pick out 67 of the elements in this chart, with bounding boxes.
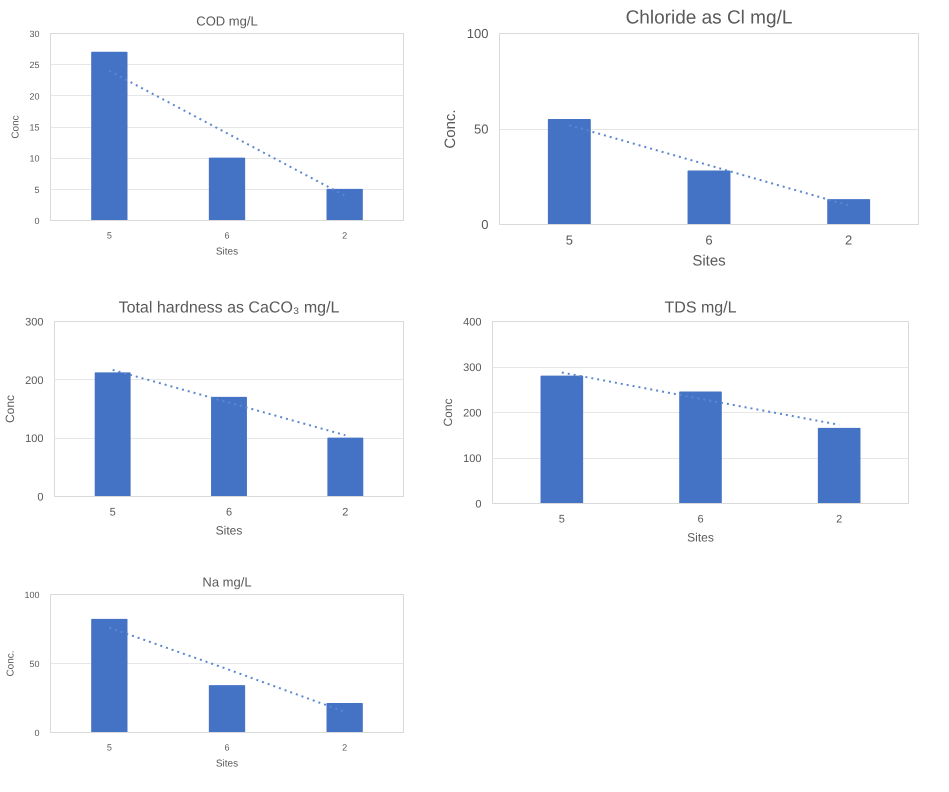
bar: [548, 118, 591, 224]
x-tick-label: 5: [110, 506, 116, 518]
x-tick-label: 6: [705, 232, 713, 248]
y-tick-label: 0: [34, 728, 40, 738]
y-tick-label: 0: [37, 492, 44, 504]
chart-title: Chloride as Cl mg/L: [626, 8, 792, 28]
bar: [540, 376, 584, 504]
y-tick-label: 0: [34, 216, 40, 226]
bar: [326, 188, 363, 220]
y-tick-label: 0: [481, 217, 489, 232]
y-tick-label: 400: [463, 316, 482, 328]
y-tick-label: 10: [29, 154, 40, 164]
bar: [91, 52, 128, 220]
y-axis-title: Conc.: [442, 109, 459, 149]
x-tick-label: 5: [558, 514, 565, 526]
x-tick-label: 2: [342, 742, 348, 752]
y-tick-label: 300: [25, 316, 44, 328]
y-axis-title: Conc: [441, 398, 456, 427]
y-axis-title: Conc: [10, 115, 22, 139]
y-tick-label: 300: [463, 362, 482, 374]
x-tick-label: 5: [566, 232, 573, 248]
y-tick-label: 200: [25, 374, 44, 387]
chart-title: TDS mg/L: [664, 300, 737, 316]
bar: [211, 396, 247, 496]
bar: [818, 428, 860, 504]
x-axis-title: Sites: [216, 246, 238, 258]
x-tick-label: 6: [697, 514, 704, 526]
x-tick-label: 2: [342, 506, 348, 518]
y-tick-label: 200: [463, 408, 482, 420]
y-axis-title: Conc: [3, 394, 18, 424]
chart-title: Total hardness as CaCO₃ mg/L: [118, 300, 340, 316]
x-axis-title: Sites: [687, 530, 714, 544]
bar: [326, 703, 363, 732]
x-axis-title: Sites: [216, 758, 238, 770]
chart-title: Na mg/L: [202, 574, 252, 590]
bar: [208, 158, 246, 220]
bar: [208, 685, 246, 732]
x-axis-title: Sites: [216, 524, 242, 538]
bar: [327, 438, 364, 496]
x-tick-label: 5: [106, 230, 112, 240]
y-tick-label: 20: [29, 91, 40, 102]
bar: [91, 618, 128, 732]
chart-title: COD mg/L: [196, 14, 258, 28]
x-tick-label: 2: [342, 230, 348, 240]
x-tick-label: 2: [836, 514, 842, 526]
bar: [688, 170, 730, 224]
y-axis-title: Conc.: [5, 650, 16, 677]
y-tick-label: 50: [474, 122, 489, 136]
x-tick-label: 6: [224, 742, 230, 752]
y-tick-label: 25: [29, 60, 40, 70]
y-tick-label: 5: [34, 184, 40, 195]
bar: [679, 392, 722, 504]
x-tick-label: 2: [845, 232, 852, 248]
y-tick-label: 100: [24, 590, 40, 600]
x-tick-label: 6: [226, 506, 232, 518]
y-tick-label: 15: [29, 122, 40, 132]
y-tick-label: 100: [466, 26, 489, 41]
x-tick-label: 6: [224, 230, 230, 240]
bar: [827, 199, 870, 224]
y-tick-label: 100: [25, 433, 44, 446]
x-axis-title: Sites: [692, 252, 726, 270]
y-tick-label: 100: [463, 453, 482, 465]
y-tick-label: 0: [475, 498, 482, 510]
y-tick-label: 50: [29, 659, 40, 669]
x-tick-label: 5: [106, 742, 112, 752]
y-tick-label: 30: [29, 29, 40, 39]
bar: [94, 372, 131, 496]
